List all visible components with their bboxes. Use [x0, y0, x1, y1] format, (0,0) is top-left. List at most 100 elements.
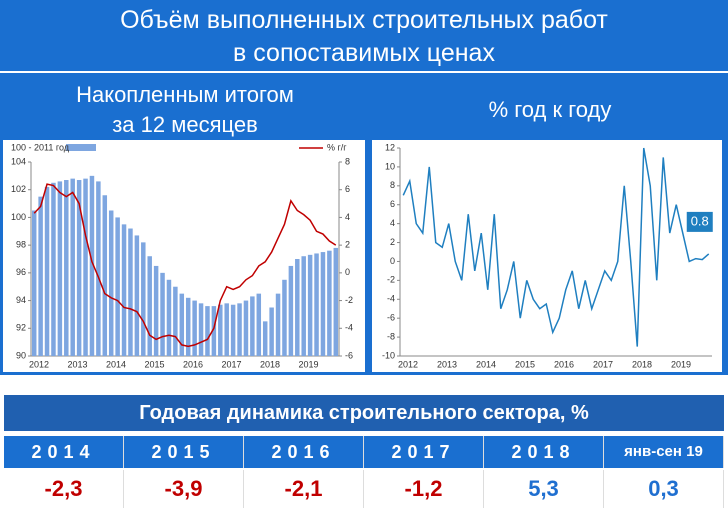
- bar: [314, 253, 319, 356]
- bar: [83, 178, 88, 356]
- x-tick-label: 2012: [29, 359, 49, 369]
- y-tick-label: 94: [16, 295, 26, 305]
- bar: [262, 321, 268, 356]
- bar: [320, 252, 326, 356]
- bar: [211, 306, 217, 356]
- y-tick-label: 8: [390, 180, 395, 190]
- x-tick-label: 2013: [67, 359, 87, 369]
- y2-tick-label: -4: [345, 323, 353, 333]
- y-tick-label: 92: [16, 323, 26, 333]
- bar: [250, 296, 255, 356]
- table-header: 2014 2015 2016 2017 2018 янв-сен 19: [4, 436, 724, 468]
- bar: [218, 304, 223, 356]
- bar: [185, 297, 191, 356]
- bar: [51, 182, 56, 356]
- bar: [275, 293, 281, 356]
- y-tick-label: -10: [382, 350, 395, 360]
- bar: [38, 196, 43, 356]
- table-cell: 5,3: [484, 470, 604, 508]
- table-header-cell: 2016: [244, 436, 364, 468]
- y2-tick-label: 8: [345, 156, 350, 166]
- bar: [327, 250, 332, 356]
- title-line: Объём выполненных строительных работ: [120, 6, 608, 34]
- table-title: Годовая динамика строительного сектора, …: [4, 395, 724, 431]
- table-values: -2,3 -3,9 -2,1 -1,2 5,3 0,3: [4, 470, 724, 508]
- bar: [31, 210, 37, 356]
- x-tick-label: 2019: [671, 359, 691, 369]
- table-header-cell: 2017: [364, 436, 484, 468]
- legend-label: 100 - 2011 год: [11, 142, 70, 152]
- bar: [307, 254, 313, 356]
- bar: [179, 293, 185, 356]
- bar: [243, 300, 249, 356]
- bar: [198, 303, 204, 356]
- y-tick-label: 96: [16, 267, 26, 277]
- bar: [282, 279, 287, 356]
- table-header-cell: 2014: [4, 436, 124, 468]
- table-header-cell: янв-сен 19: [604, 436, 724, 468]
- data-label: 0.8: [691, 213, 709, 228]
- x-tick-label: 2012: [398, 359, 418, 369]
- y2-tick-label: 2: [345, 240, 350, 250]
- bar: [147, 256, 152, 356]
- line: [33, 183, 337, 348]
- table-cell: 0,3: [604, 470, 724, 508]
- table-cell: -3,9: [124, 470, 244, 508]
- y2-tick-label: 6: [345, 184, 350, 194]
- y-tick-label: 10: [385, 161, 395, 171]
- table-cell: -1,2: [364, 470, 484, 508]
- y-tick-label: 102: [11, 184, 26, 194]
- bar: [141, 242, 146, 356]
- x-tick-label: 2014: [106, 359, 126, 369]
- legend-swatch: [66, 144, 96, 151]
- x-tick-label: 2019: [298, 359, 318, 369]
- y-tick-label: -2: [387, 275, 395, 285]
- bar: [128, 228, 133, 356]
- y2-tick-label: -6: [345, 350, 353, 360]
- y-tick-label: 90: [16, 350, 26, 360]
- bar: [166, 279, 172, 356]
- bar: [57, 181, 63, 356]
- y2-tick-label: -2: [345, 295, 353, 305]
- x-tick-label: 2015: [515, 359, 535, 369]
- y-tick-label: 104: [11, 156, 26, 166]
- x-tick-label: 2015: [144, 359, 164, 369]
- bar: [134, 235, 140, 356]
- bar: [70, 178, 75, 356]
- bar: [76, 180, 82, 356]
- bar: [121, 224, 127, 356]
- x-tick-label: 2013: [437, 359, 457, 369]
- y-tick-label: 2: [390, 237, 395, 247]
- subtitle: % год к году: [488, 97, 612, 122]
- subtitle-line: за 12 месяцев: [112, 112, 258, 137]
- table-cell: -2,1: [244, 470, 364, 508]
- y-tick-label: 12: [385, 142, 395, 152]
- x-tick-label: 2018: [632, 359, 652, 369]
- bar: [44, 186, 50, 356]
- title-line: в сопоставимых ценах: [233, 39, 495, 67]
- bar: [64, 180, 69, 356]
- bar: [115, 217, 120, 356]
- y-tick-label: 98: [16, 240, 26, 250]
- y-tick-label: 0: [390, 256, 395, 266]
- x-tick-label: 2018: [260, 359, 280, 369]
- bar: [192, 300, 197, 356]
- legend-label: % г/г: [327, 142, 347, 152]
- bar: [288, 265, 294, 356]
- y-tick-label: -4: [387, 294, 395, 304]
- bar: [153, 265, 159, 356]
- line: [402, 147, 710, 347]
- label-box: [686, 211, 713, 232]
- subtitle-line: Накопленным итогом: [76, 82, 294, 107]
- bar: [237, 303, 242, 356]
- table-header-cell: 2015: [124, 436, 244, 468]
- x-tick-label: 2016: [183, 359, 203, 369]
- bar: [102, 195, 108, 356]
- x-tick-label: 2014: [476, 359, 496, 369]
- bar: [224, 303, 229, 356]
- bar: [96, 181, 101, 356]
- bar: [89, 175, 95, 356]
- y-tick-label: -6: [387, 313, 395, 323]
- y-tick-label: 4: [390, 218, 395, 228]
